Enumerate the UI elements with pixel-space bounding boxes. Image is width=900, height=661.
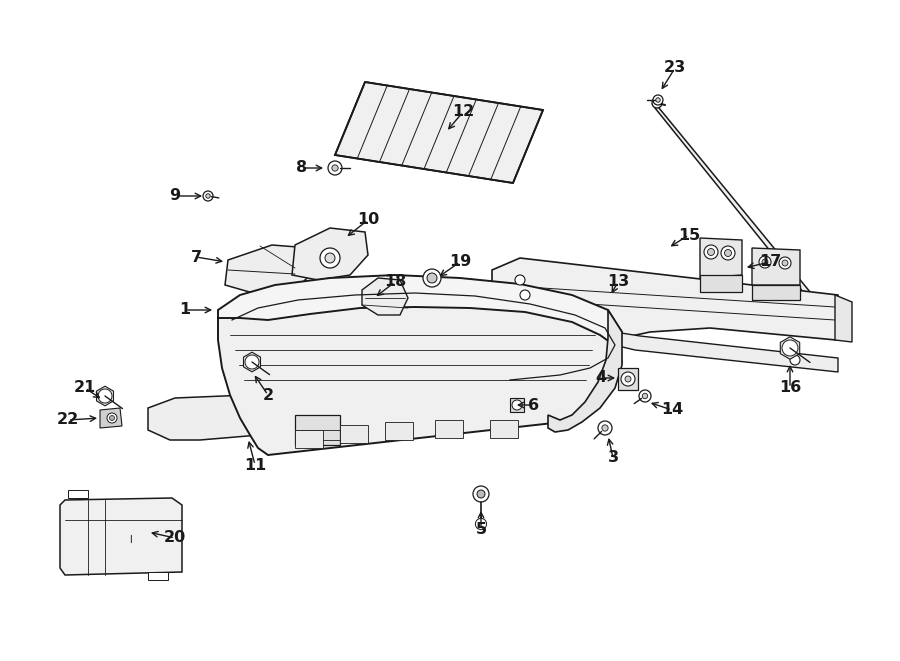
Circle shape <box>625 376 631 382</box>
Text: 12: 12 <box>452 104 474 120</box>
Polygon shape <box>225 245 315 295</box>
Circle shape <box>656 98 661 102</box>
Circle shape <box>779 257 791 269</box>
Polygon shape <box>752 285 800 300</box>
Polygon shape <box>362 278 408 315</box>
Polygon shape <box>335 82 543 183</box>
Circle shape <box>639 390 651 402</box>
Text: 9: 9 <box>169 188 181 204</box>
Polygon shape <box>295 430 323 448</box>
Polygon shape <box>340 425 368 443</box>
Text: 3: 3 <box>608 451 618 465</box>
Circle shape <box>473 486 489 502</box>
Polygon shape <box>148 392 468 448</box>
Circle shape <box>782 340 798 356</box>
Polygon shape <box>490 420 518 438</box>
Circle shape <box>328 161 342 175</box>
Circle shape <box>520 290 530 300</box>
Circle shape <box>782 260 788 266</box>
Circle shape <box>206 194 211 198</box>
Circle shape <box>652 98 662 108</box>
Circle shape <box>427 273 437 283</box>
Circle shape <box>790 355 800 365</box>
Circle shape <box>477 490 485 498</box>
Polygon shape <box>218 275 622 385</box>
Text: 17: 17 <box>759 254 781 270</box>
Text: 11: 11 <box>244 457 266 473</box>
Circle shape <box>320 248 340 268</box>
Circle shape <box>653 95 663 105</box>
Circle shape <box>598 421 612 435</box>
Text: 18: 18 <box>384 274 406 290</box>
Polygon shape <box>700 275 742 292</box>
Polygon shape <box>655 100 815 298</box>
Circle shape <box>515 275 525 285</box>
Polygon shape <box>60 498 182 575</box>
Polygon shape <box>835 295 852 342</box>
Circle shape <box>110 416 114 420</box>
Polygon shape <box>435 420 463 438</box>
Text: 8: 8 <box>296 161 308 176</box>
Text: 5: 5 <box>475 522 487 537</box>
Text: 19: 19 <box>449 254 471 270</box>
Circle shape <box>98 389 112 403</box>
Circle shape <box>203 191 213 201</box>
Polygon shape <box>780 337 800 359</box>
Polygon shape <box>618 368 638 390</box>
Circle shape <box>423 269 441 287</box>
Polygon shape <box>492 258 840 344</box>
Circle shape <box>107 413 117 423</box>
Circle shape <box>707 249 715 256</box>
Text: 23: 23 <box>664 61 686 75</box>
Polygon shape <box>218 307 622 455</box>
Text: 6: 6 <box>528 397 540 412</box>
Circle shape <box>721 246 735 260</box>
Polygon shape <box>610 332 838 372</box>
Polygon shape <box>700 238 742 278</box>
Polygon shape <box>68 490 88 498</box>
Circle shape <box>643 393 648 399</box>
Polygon shape <box>295 415 340 445</box>
Text: 15: 15 <box>678 227 700 243</box>
Text: 22: 22 <box>57 412 79 428</box>
Circle shape <box>762 259 768 265</box>
Circle shape <box>621 372 635 386</box>
Text: l: l <box>129 535 131 545</box>
Text: 21: 21 <box>74 381 96 395</box>
Text: 4: 4 <box>596 371 607 385</box>
Polygon shape <box>148 572 168 580</box>
Text: 13: 13 <box>607 274 629 290</box>
Polygon shape <box>292 228 368 280</box>
Text: 7: 7 <box>191 249 202 264</box>
Circle shape <box>724 249 732 256</box>
Polygon shape <box>244 352 260 371</box>
Polygon shape <box>100 408 122 428</box>
Circle shape <box>759 256 771 268</box>
Text: 20: 20 <box>164 531 186 545</box>
Polygon shape <box>548 310 622 432</box>
Polygon shape <box>385 422 413 440</box>
Polygon shape <box>96 386 113 406</box>
Text: 2: 2 <box>263 387 274 403</box>
Circle shape <box>245 355 259 369</box>
Circle shape <box>475 518 487 529</box>
Circle shape <box>704 245 718 259</box>
Circle shape <box>602 425 608 431</box>
Polygon shape <box>510 398 524 412</box>
Circle shape <box>332 165 338 171</box>
Text: 16: 16 <box>778 381 801 395</box>
Circle shape <box>512 400 522 410</box>
Text: 14: 14 <box>661 403 683 418</box>
Polygon shape <box>752 248 800 285</box>
Text: 10: 10 <box>357 212 379 227</box>
Circle shape <box>325 253 335 263</box>
Text: 1: 1 <box>179 303 191 317</box>
